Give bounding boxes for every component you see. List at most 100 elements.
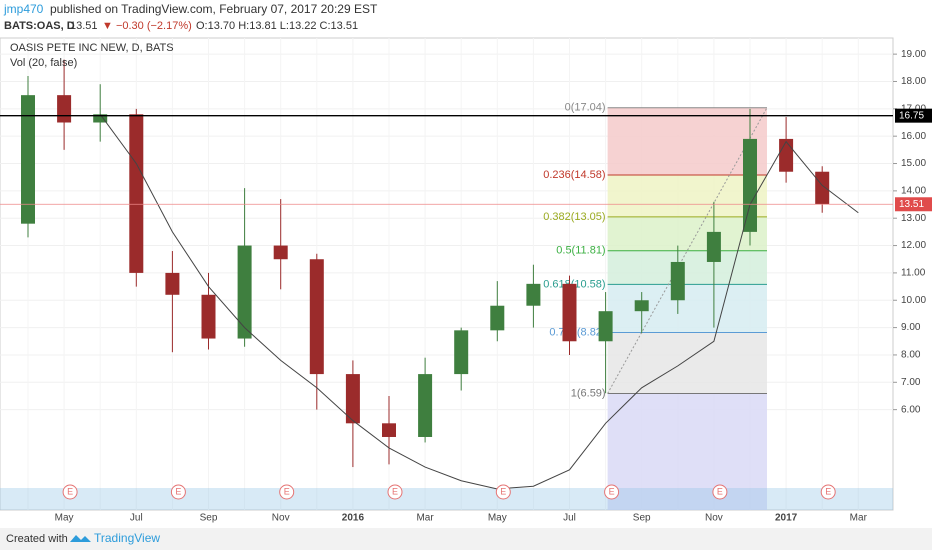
chart-title: OASIS PETE INC NEW, D, BATS: [10, 42, 174, 54]
candle-body: [454, 330, 469, 375]
published: published on TradingView.com, February 0…: [50, 2, 378, 16]
x-tick-label: Jul: [130, 513, 143, 524]
last: 13.51: [70, 20, 98, 32]
x-tick-label: May: [488, 513, 507, 524]
candle-body: [598, 311, 613, 342]
logo: [70, 535, 91, 542]
event-marker: [712, 484, 728, 500]
candle-body: [418, 374, 433, 437]
y-tick-label: 12.00: [901, 240, 926, 251]
candle-body: [706, 231, 721, 262]
candle-body: [309, 259, 324, 375]
event-label: E: [825, 486, 831, 496]
y-tick-label: 19.00: [901, 49, 926, 60]
x-tick-label: Jul: [563, 513, 576, 524]
hline-label: 16.75: [899, 110, 924, 121]
fib-band: [607, 107, 767, 176]
candle-body: [237, 245, 252, 339]
change: ▼ −0.30 (−2.17%): [102, 20, 192, 32]
ohlc: O:13.70 H:13.81 L:13.22 C:13.51: [196, 20, 358, 32]
y-tick-label: 15.00: [901, 158, 926, 169]
fib-band: [607, 250, 767, 285]
x-tick-label: May: [55, 513, 74, 524]
candle-body: [273, 245, 288, 260]
fib-label: 0.786(8.82): [549, 326, 605, 338]
x-tick-label: Sep: [200, 513, 218, 524]
y-tick-label: 18.00: [901, 76, 926, 87]
candle-body: [562, 283, 577, 342]
plot: 0(17.04) 0.236(14.58) 0.382(13.05) 0.5(11.8…: [0, 38, 893, 510]
x-tick-label: Mar: [850, 513, 868, 524]
fib-label: 0.382(13.05): [543, 211, 605, 223]
event-label: E: [609, 486, 615, 496]
event-label: E: [67, 486, 73, 496]
x-tick-label: Nov: [272, 513, 290, 524]
y-tick-label: 13.00: [901, 213, 926, 224]
candle-body: [57, 95, 72, 123]
hline-box: [895, 108, 932, 123]
volume-band: [0, 488, 893, 510]
fib-trend: [607, 107, 768, 394]
event-label: E: [392, 486, 398, 496]
event-label: E: [500, 486, 506, 496]
x-tick-label: 2017: [775, 513, 798, 524]
event-marker: [170, 484, 186, 500]
fib-label: 0(17.04): [565, 102, 606, 114]
fib-band: [607, 175, 767, 217]
fib-band: [607, 284, 767, 333]
event-label: E: [175, 486, 181, 496]
candle-body: [490, 305, 505, 331]
event-marker: [279, 484, 295, 500]
y-tick-label: 7.00: [901, 377, 921, 388]
candle-body: [201, 294, 216, 339]
y-tick-label: 8.00: [901, 350, 921, 361]
y-tick-label: 16.00: [901, 131, 926, 142]
candle-body: [634, 300, 649, 312]
fib-band: [607, 332, 767, 394]
candle-body: [815, 171, 830, 205]
y-tick-label: 11.00: [901, 268, 926, 279]
event-marker: [604, 484, 620, 500]
candle-body: [345, 374, 360, 424]
x-tick-label: Mar: [416, 513, 434, 524]
candle-body: [526, 283, 541, 306]
candle-body: [21, 95, 35, 224]
x-tick-label: 2016: [342, 513, 365, 524]
candle-body: [779, 138, 794, 172]
fib-label: 0.5(11.81): [556, 245, 605, 257]
user[interactable]: jmp470: [3, 2, 44, 16]
y-tick-label: 9.00: [901, 322, 921, 333]
y-tick-label: 14.00: [901, 186, 926, 197]
fib-label: 0.236(14.58): [543, 169, 605, 181]
event-marker: [387, 484, 403, 500]
event-marker: [62, 484, 78, 500]
last-price-box: [895, 197, 932, 212]
footer-brand[interactable]: TradingView: [94, 531, 160, 545]
event-marker: [820, 484, 836, 500]
x-tick-label: Sep: [633, 513, 651, 524]
fib-band: [607, 393, 767, 510]
candle-body: [743, 138, 757, 232]
event-marker: [495, 484, 511, 500]
plot-frame: [0, 37, 894, 511]
event-label: E: [284, 486, 290, 496]
y-tick-label: 10.00: [901, 295, 926, 306]
candle-body: [382, 423, 396, 437]
subtitle: Vol (20, false): [10, 57, 77, 69]
candle-body: [129, 114, 144, 273]
symbol: BATS:OAS, D: [4, 20, 75, 32]
footer-created: Created with: [6, 533, 68, 545]
candle-body: [93, 114, 108, 123]
moving-average: [99, 114, 859, 490]
event-label: E: [717, 486, 723, 496]
y-tick-label: 6.00: [901, 404, 921, 415]
candle-body: [670, 261, 685, 301]
fib-band: [607, 216, 767, 251]
candle-body: [165, 272, 180, 295]
x-tick-label: Nov: [705, 513, 723, 524]
fib-label: 1(6.59): [571, 387, 606, 399]
last-price-label: 13.51: [899, 199, 924, 210]
footer-bar: [0, 528, 932, 550]
